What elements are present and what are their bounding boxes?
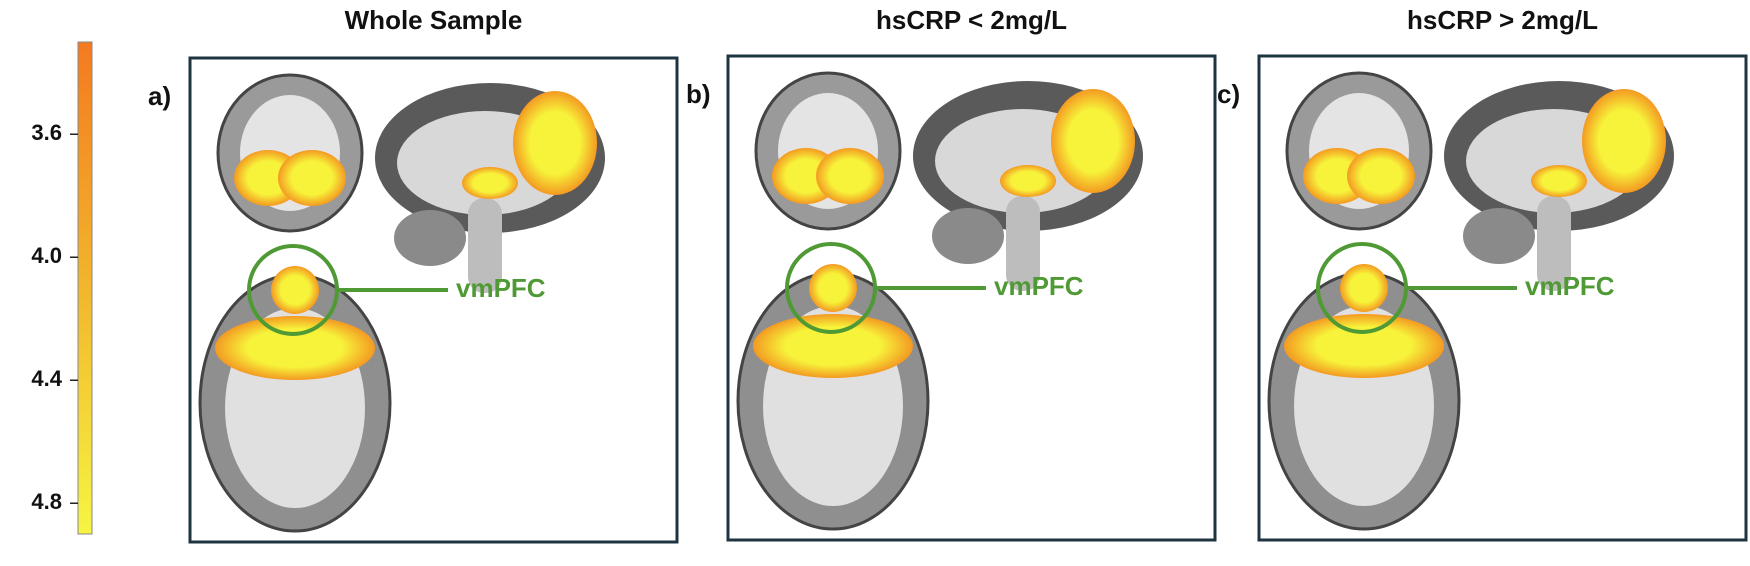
cerebellum — [394, 210, 466, 266]
activation — [1284, 314, 1444, 378]
activation — [1582, 89, 1666, 193]
panel-frame — [188, 56, 679, 544]
activation — [1051, 89, 1135, 193]
brainstem — [1537, 196, 1571, 291]
activation — [278, 150, 346, 206]
panel-label: b) — [686, 79, 711, 109]
activation — [1000, 165, 1056, 197]
activation — [1340, 264, 1388, 312]
activation — [215, 316, 375, 380]
panel-title: hsCRP > 2mg/L — [1407, 5, 1598, 35]
roi-label: vmPFC — [456, 273, 546, 303]
activation — [809, 264, 857, 312]
panel-title: Whole Sample — [345, 5, 523, 35]
roi-label: vmPFC — [994, 271, 1084, 301]
cerebellum — [1463, 208, 1535, 264]
activation — [513, 91, 597, 195]
colorbar-tick-label: 3.6 — [31, 120, 62, 145]
panel-label: c) — [1217, 79, 1240, 109]
colorbar-tick-label: 4.8 — [31, 489, 62, 514]
activation — [1531, 165, 1587, 197]
brainstem — [1006, 196, 1040, 291]
panel-frame — [726, 54, 1217, 542]
colorbar — [77, 41, 93, 535]
colorbar-tick-label: 4.4 — [31, 366, 62, 391]
panel-frame — [1257, 54, 1748, 542]
cerebellum — [932, 208, 1004, 264]
roi-label: vmPFC — [1525, 271, 1615, 301]
panel-title: hsCRP < 2mg/L — [876, 5, 1067, 35]
activation — [271, 266, 319, 314]
activation — [1347, 148, 1415, 204]
brainstem — [468, 198, 502, 293]
colorbar-tick-label: 4.0 — [31, 243, 62, 268]
panel-label: a) — [148, 81, 171, 111]
activation — [816, 148, 884, 204]
activation — [462, 167, 518, 199]
activation — [753, 314, 913, 378]
